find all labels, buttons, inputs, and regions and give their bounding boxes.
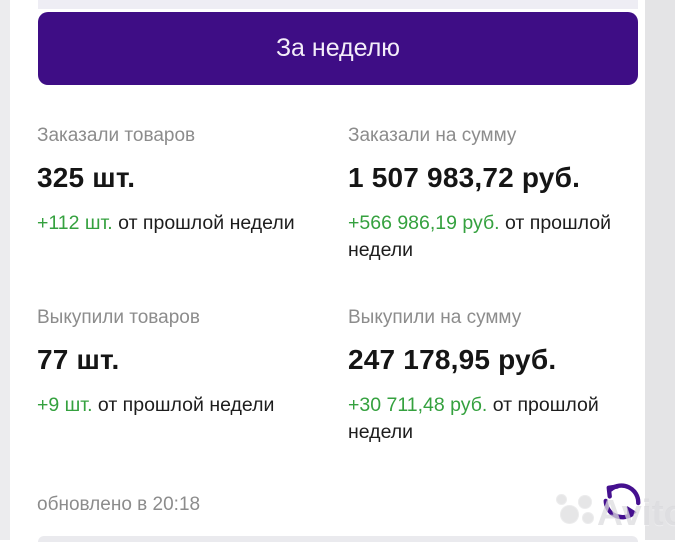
stat-delta-suffix: от прошлой недели (112, 212, 295, 234)
stat-label: Заказали товаров (37, 125, 196, 146)
stat-delta-suffix: от прошлой недели (92, 394, 275, 416)
stat-delta: +30 711,48 руб. от прошлой недели (348, 392, 630, 446)
stat-delta-amount: +112 шт. (37, 212, 113, 234)
stat-label: Выкупили товаров (37, 307, 200, 328)
stat-delta: +566 986,19 руб. от прошлой недели (348, 210, 630, 264)
stat-label: Выкупили на сумму (348, 307, 522, 328)
stat-value: 1 507 983,72 руб. (348, 162, 581, 193)
stat-value: 247 178,95 руб. (348, 344, 557, 375)
previous-element-edge (38, 0, 638, 9)
stat-value: 77 шт. (37, 344, 120, 375)
avito-logo-icon (582, 512, 594, 524)
avito-logo-icon (556, 494, 567, 505)
stat-label: Заказали на сумму (348, 125, 517, 146)
stat-value: 325 шт. (37, 162, 136, 193)
stat-purchased-amount: Выкупили на сумму 247 178,95 руб. +30 71… (348, 306, 630, 446)
stat-delta-amount: +9 шт. (37, 394, 93, 416)
screenshot-right-margin (645, 0, 675, 540)
stat-delta-amount: +566 986,19 руб. (348, 212, 500, 234)
avito-logo-icon (560, 505, 579, 524)
stat-purchased-items: Выкупили товаров 77 шт. +9 шт. от прошло… (37, 306, 337, 419)
next-element-edge (38, 536, 638, 542)
refresh-button[interactable] (596, 474, 648, 530)
period-selector-button[interactable]: За неделю (38, 12, 638, 85)
screenshot-left-margin (0, 0, 10, 540)
stat-delta: +112 шт. от прошлой недели (37, 210, 337, 237)
stat-delta-amount: +30 711,48 руб. (348, 394, 488, 416)
stat-ordered-amount: Заказали на сумму 1 507 983,72 руб. +566… (348, 124, 630, 264)
stat-delta-suffix: от прошлой недели (348, 212, 612, 261)
avito-logo-icon (578, 495, 592, 509)
refresh-icon (596, 474, 648, 530)
stat-ordered-items: Заказали товаров 325 шт. +112 шт. от про… (37, 124, 337, 237)
stat-delta-suffix: от прошлой недели (348, 394, 599, 443)
period-selector-label: За неделю (275, 34, 401, 62)
stat-delta: +9 шт. от прошлой недели (37, 392, 337, 419)
updated-timestamp: обновлено в 20:18 (37, 494, 201, 515)
